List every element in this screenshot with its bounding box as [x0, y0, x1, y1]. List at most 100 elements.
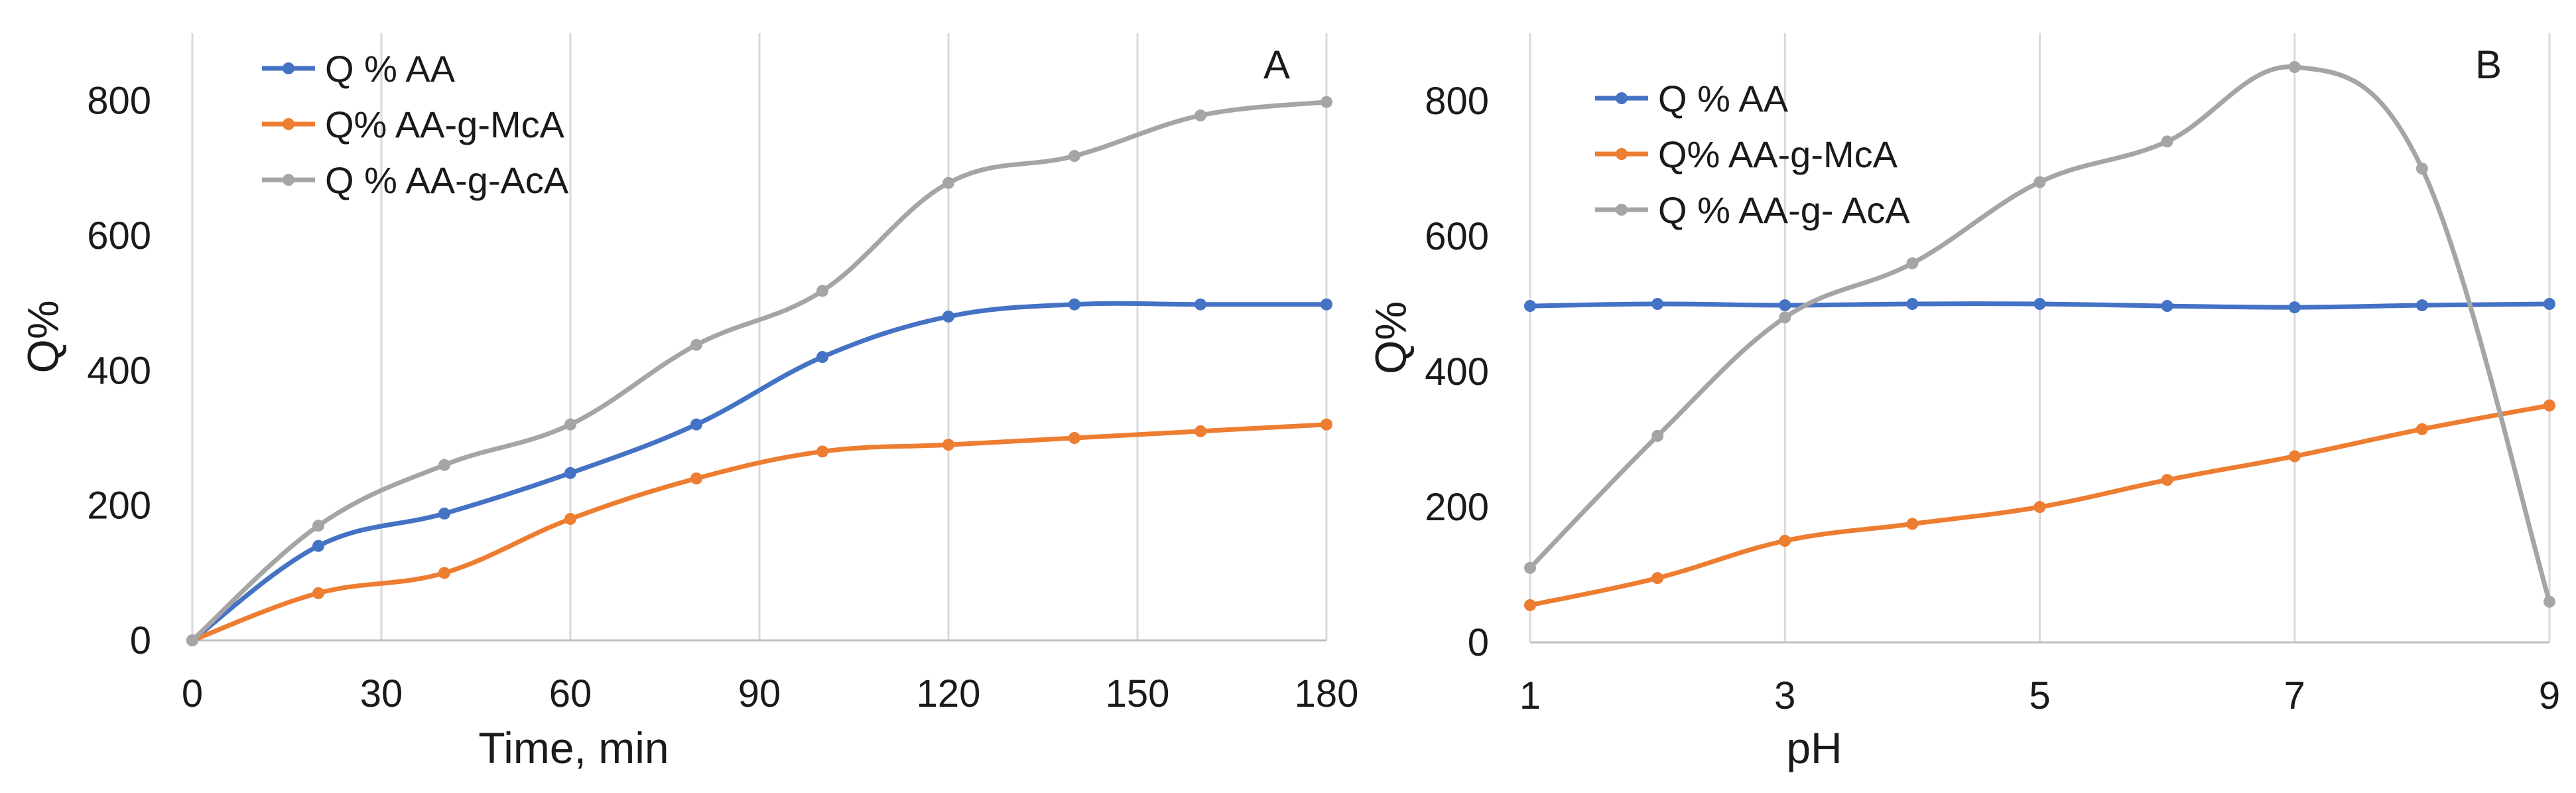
data-point-s2-4: [2033, 176, 2046, 188]
y-axis-label: Q%: [18, 300, 67, 373]
y-axis-label: Q%: [1366, 301, 1415, 374]
data-point-s0-2: [438, 507, 450, 520]
series-line-2: [190, 100, 1329, 643]
y-tick-label-4: 800: [87, 80, 151, 123]
data-point-s1-7: [1068, 432, 1080, 444]
legend-label-0: Q % AA: [325, 48, 456, 90]
x-tick-label-6: 180: [1295, 672, 1359, 715]
data-point-s0-6: [942, 311, 954, 323]
legend-marker-0: [1616, 92, 1628, 104]
data-point-s0-9: [1320, 298, 1332, 311]
legend-label-2: Q % AA-g- AcA: [1658, 189, 1910, 231]
data-point-s2-5: [816, 285, 828, 297]
x-tick-label-0: 1: [1519, 674, 1541, 717]
y-tick-label-2: 400: [87, 349, 151, 392]
data-point-s0-5: [816, 351, 828, 363]
data-point-s0-8: [1194, 298, 1206, 311]
legend-marker-2: [283, 174, 294, 186]
data-point-s1-1: [312, 587, 324, 599]
y-tick-label-0: 0: [130, 619, 151, 662]
data-point-s2-1: [1651, 429, 1664, 442]
x-axis-label: pH: [1786, 723, 1842, 772]
data-point-s1-6: [2288, 450, 2301, 463]
x-tick-label-1: 3: [1774, 674, 1795, 717]
data-point-s1-8: [2544, 399, 2555, 411]
legend-label-0: Q % AA: [1658, 78, 1789, 119]
series-line-1: [190, 422, 1329, 643]
legend: Q % AA Q% AA-g-McA Q % AA-g-AcA: [262, 48, 569, 201]
data-point-s0-0: [1524, 300, 1536, 313]
data-point-s2-6: [2288, 61, 2301, 73]
panel-b: 1 3 5 7 9 0 200 400 600 800 pH Q% B Q % AA Q% AA-g-McA…: [1366, 33, 2560, 772]
data-point-s2-5: [2161, 135, 2173, 148]
y-tick-label-3: 600: [1425, 215, 1489, 258]
data-point-s0-5: [2161, 300, 2173, 313]
data-point-s2-8: [1194, 109, 1206, 122]
data-point-s2-0: [1524, 561, 1536, 574]
panel-a: 0 30 60 90 120 150 180 0 200 400 600 800 Time, min Q%…: [18, 33, 1358, 772]
x-tick-label-3: 90: [738, 672, 781, 715]
data-point-s2-0: [186, 634, 198, 646]
y-tick-label-1: 200: [1425, 486, 1489, 529]
data-point-s2-1: [312, 520, 324, 532]
data-point-s2-7: [2415, 163, 2428, 175]
y-tick-label-4: 800: [1425, 80, 1489, 123]
x-tick-label-5: 150: [1106, 672, 1170, 715]
data-point-s0-3: [1906, 298, 1919, 310]
x-tick-label-2: 60: [549, 672, 592, 715]
legend-marker-1: [1616, 148, 1628, 160]
legend-marker-1: [283, 118, 294, 130]
x-tick-label-0: 0: [182, 672, 203, 715]
legend-marker-2: [1616, 204, 1628, 216]
y-tick-label-0: 0: [1468, 621, 1489, 664]
series-line-0: [190, 301, 1329, 643]
data-point-s2-7: [1068, 150, 1080, 163]
data-point-s0-4: [2033, 298, 2046, 310]
data-point-s0-1: [312, 540, 324, 552]
data-point-s0-3: [564, 467, 576, 479]
panel-label: A: [1263, 42, 1290, 87]
data-point-s1-3: [564, 513, 576, 525]
data-point-s0-4: [690, 418, 702, 431]
x-tick-label-1: 30: [360, 672, 403, 715]
data-point-s2-6: [942, 177, 954, 189]
data-point-s0-8: [2544, 298, 2555, 310]
data-point-s0-2: [1779, 299, 1791, 312]
y-tick-label-1: 200: [87, 484, 151, 528]
data-point-s1-4: [2033, 501, 2046, 513]
x-axis-label: Time, min: [478, 723, 669, 772]
series-line-2: [1527, 64, 2552, 605]
panel-label: B: [2475, 42, 2502, 87]
data-point-s0-1: [1651, 298, 1664, 310]
data-point-s1-6: [942, 439, 954, 451]
legend-marker-0: [283, 62, 294, 74]
data-point-s2-2: [438, 459, 450, 471]
data-point-s2-4: [690, 338, 702, 351]
data-point-s0-6: [2288, 301, 2301, 314]
data-point-s1-7: [2415, 423, 2428, 435]
data-point-s2-3: [1906, 257, 1919, 269]
data-point-s1-9: [1320, 418, 1332, 431]
legend-label-1: Q% AA-g-McA: [1658, 133, 1898, 175]
data-point-s1-5: [2161, 474, 2173, 486]
data-point-s0-7: [1068, 298, 1080, 311]
data-point-s1-1: [1651, 572, 1664, 585]
x-tick-label-2: 5: [2029, 674, 2050, 717]
data-point-s0-7: [2415, 299, 2428, 312]
data-point-s1-3: [1906, 518, 1919, 530]
data-point-s2-3: [564, 418, 576, 431]
data-point-s2-9: [1320, 96, 1332, 108]
legend: Q % AA Q% AA-g-McA Q % AA-g- AcA: [1595, 78, 1910, 231]
data-point-s1-2: [1779, 535, 1791, 547]
data-point-s1-8: [1194, 425, 1206, 437]
y-tick-label-2: 400: [1425, 350, 1489, 394]
legend-label-1: Q% AA-g-McA: [325, 104, 565, 145]
data-point-s2-8: [2544, 595, 2555, 608]
x-tick-label-3: 7: [2284, 674, 2305, 717]
legend-label-2: Q % AA-g-AcA: [325, 159, 569, 201]
x-tick-label-4: 9: [2539, 674, 2560, 717]
data-point-s1-2: [438, 567, 450, 579]
data-point-s1-4: [690, 472, 702, 484]
x-tick-label-4: 120: [917, 672, 981, 715]
